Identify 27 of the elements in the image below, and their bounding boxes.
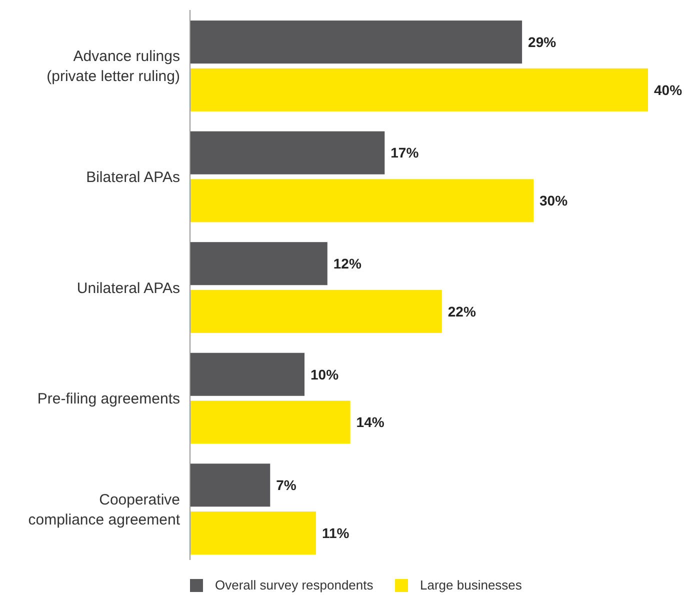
legend-label: Large businesses — [420, 578, 522, 593]
data-label: 40% — [654, 82, 683, 98]
bar — [190, 242, 328, 286]
data-label: 30% — [540, 192, 568, 209]
data-label: 7% — [276, 477, 297, 494]
bar — [190, 290, 442, 333]
bar — [190, 131, 385, 174]
legend-label: Overall survey respondents — [215, 578, 374, 593]
bar — [190, 400, 350, 444]
data-label: 11% — [322, 524, 350, 541]
bar — [190, 464, 270, 507]
y-tick-label: Advance rulings (private letter ruling) — [46, 48, 180, 86]
bar — [190, 179, 534, 222]
y-tick-label: Cooperative compliance agreement — [28, 491, 181, 528]
bar — [190, 68, 648, 112]
y-tick-label: Bilateral APAs — [86, 168, 180, 186]
y-tick-label: Pre-filing agreements — [37, 390, 180, 408]
bar — [190, 20, 522, 64]
data-label: 29% — [528, 34, 557, 50]
data-label: 22% — [448, 303, 476, 320]
data-label: 17% — [390, 144, 420, 161]
data-label: 10% — [310, 366, 340, 382]
y-tick-label: Unilateral APAs — [76, 280, 180, 297]
data-label: 14% — [356, 414, 385, 430]
data-label: 12% — [333, 255, 362, 272]
bar — [190, 511, 316, 554]
bar — [190, 352, 304, 396]
